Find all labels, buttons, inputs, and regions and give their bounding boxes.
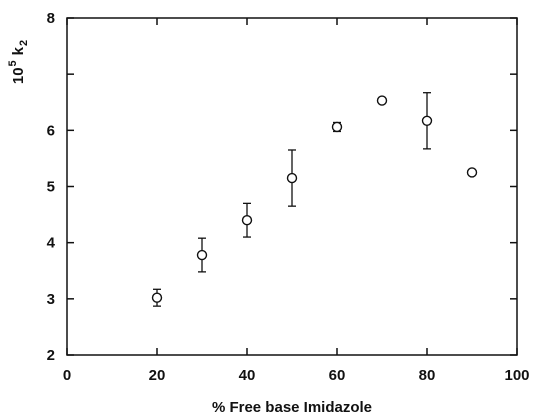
x-tick-label: 60 (329, 367, 346, 384)
y-tick-label: 2 (47, 347, 55, 364)
y-axis-title: 105 k2 (7, 40, 30, 84)
data-point (376, 95, 388, 106)
data-point (466, 167, 478, 178)
y-axis-title-exponent: 5 (7, 60, 19, 66)
data-points (151, 95, 478, 303)
x-axis-title: % Free base Imidazole (212, 399, 372, 416)
y-axis-title-subscript: 2 (18, 40, 30, 46)
y-tick-label: 4 (47, 235, 56, 252)
x-tick-label: 100 (504, 367, 529, 384)
axis-tick-labels: 0 20 40 60 80 100 2 3 4 5 6 8 (47, 10, 530, 384)
x-tick-label: 20 (149, 367, 166, 384)
y-axis-title-base: 10 (10, 67, 27, 84)
y-axis-title-symbol: k (10, 46, 27, 55)
y-tick-label: 3 (47, 291, 55, 308)
data-point (286, 172, 298, 184)
data-point (196, 249, 208, 261)
x-tick-label: 80 (419, 367, 436, 384)
data-point (421, 115, 433, 126)
data-point (241, 214, 253, 226)
data-point (151, 292, 163, 303)
y-tick-label: 5 (47, 179, 55, 196)
y-tick-label: 8 (47, 10, 55, 27)
svg-text:105k2: 105 k2 (7, 40, 30, 84)
x-tick-label: 40 (239, 367, 256, 384)
axis-ticks (66, 17, 518, 356)
data-point (331, 121, 343, 133)
x-tick-label: 0 (63, 367, 71, 384)
y-tick-label: 6 (47, 122, 55, 139)
